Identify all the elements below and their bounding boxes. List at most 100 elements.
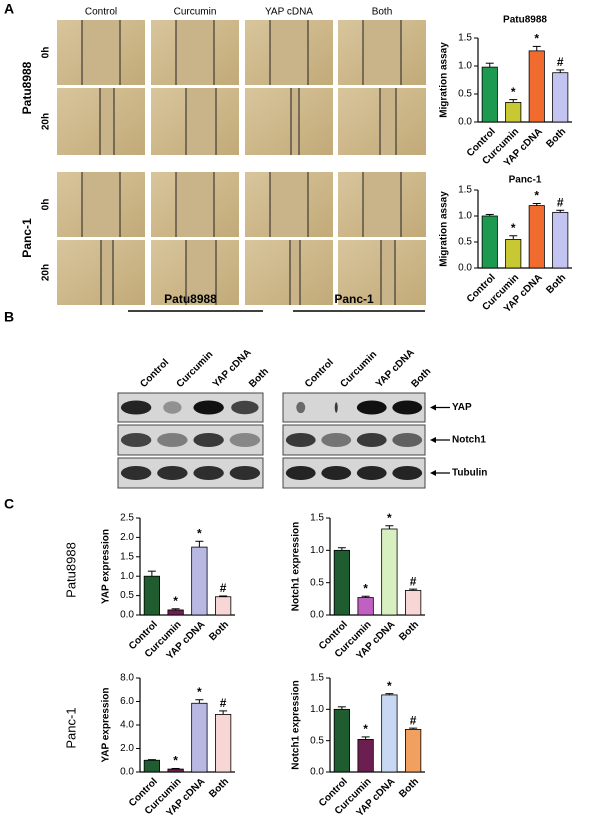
lane-label: Both [409,366,433,390]
significance-mark: * [534,189,539,203]
significance-mark: * [173,594,178,608]
lane-label: Curcumin [338,349,379,390]
y-tick-label: 2.5 [120,513,134,524]
blot-header: Panc-1 [334,292,374,306]
lane-label: Both [247,366,271,390]
arrow-head [430,470,436,476]
blot-band [296,401,306,414]
bar [528,50,545,123]
x-tick-label: Both [397,619,421,643]
y-axis-label: Migration assay [439,42,450,118]
blot-band [334,402,338,413]
significance-mark: # [557,195,564,209]
y-tick-label: 1.5 [310,513,324,524]
blot-band [120,400,152,415]
y-tick-label: 0.0 [310,767,324,778]
cell-line-label: Patu8988 [63,542,78,598]
blot-band [163,401,182,414]
y-tick-label: 1.5 [310,673,324,684]
bar [505,238,522,269]
wound-gap [82,20,120,85]
y-tick-label: 0.0 [120,767,134,778]
bar [528,205,545,269]
wound-gap [82,172,120,237]
wound-gap [100,88,114,155]
wound-gap [380,88,396,155]
column-header: YAP cDNA [265,7,313,18]
x-tick-label: Both [544,272,568,296]
panel-label: C [4,496,14,512]
y-tick-label: 0.0 [120,610,134,621]
cell-line-label: Patu8988 [20,61,34,114]
wound-gap [291,88,299,155]
blot-band [157,466,188,480]
blot-band [193,466,224,480]
timepoint-label: 0h [41,199,52,211]
x-tick-label: Both [207,619,231,643]
significance-mark: * [534,32,539,46]
bar [381,694,398,773]
bar [333,549,350,616]
wound-gap [363,20,401,85]
y-axis-label: Migration assay [439,191,450,267]
x-tick-label: Both [544,126,568,150]
lane-label: Control [138,357,171,390]
significance-mark: * [363,722,368,736]
blot-band [285,466,316,480]
significance-mark: # [220,696,227,710]
blot-band [321,466,352,480]
y-tick-label: 0.5 [310,735,324,746]
cell-line-label: Panc-1 [63,707,78,748]
bar [191,546,208,616]
bar [481,215,498,269]
significance-mark: # [220,581,227,595]
y-tick-label: 1.0 [458,211,472,222]
significance-mark: * [173,754,178,768]
protein-label: YAP [452,402,472,413]
blot-band [392,400,423,415]
y-tick-label: 8.0 [120,673,134,684]
y-axis-label: Notch1 expression [291,522,302,611]
lane-label: Curcumin [175,349,216,390]
y-tick-label: 1.0 [310,704,324,715]
significance-mark: # [410,713,417,727]
wound-gap [186,240,216,305]
y-tick-label: 1.0 [310,545,324,556]
bar [215,714,232,773]
bar [381,528,398,616]
protein-label: Tubulin [452,468,487,479]
y-axis-label: Notch1 expression [291,680,302,769]
bar [215,596,232,616]
timepoint-label: 0h [41,47,52,59]
blot-band [285,433,316,447]
y-tick-label: 0.0 [458,263,472,274]
bar [552,211,569,269]
timepoint-label: 20h [41,113,52,130]
wound-gap [270,172,308,237]
blot-band [231,400,259,415]
micrograph [245,240,333,305]
y-tick-label: 0.0 [458,117,472,128]
bar [167,609,184,616]
significance-mark: * [387,679,392,693]
chart-title: Patu8988 [503,15,547,26]
y-tick-label: 2.0 [120,743,134,754]
blot-band [229,466,261,480]
y-tick-label: 0.5 [458,89,472,100]
y-tick-label: 1.5 [120,551,134,562]
column-header: Curcumin [174,7,217,18]
blot-band [356,466,387,480]
wound-gap [363,172,401,237]
significance-mark: * [197,685,202,699]
y-tick-label: 0.5 [458,237,472,248]
wound-gap [186,88,216,155]
y-tick-label: 4.0 [120,720,134,731]
significance-mark: * [387,511,392,525]
wound-gap [290,240,300,305]
wound-gap [176,20,214,85]
significance-mark: # [410,574,417,588]
bar [405,728,422,773]
blot-band [120,433,152,447]
cell-line-label: Panc-1 [20,218,34,258]
